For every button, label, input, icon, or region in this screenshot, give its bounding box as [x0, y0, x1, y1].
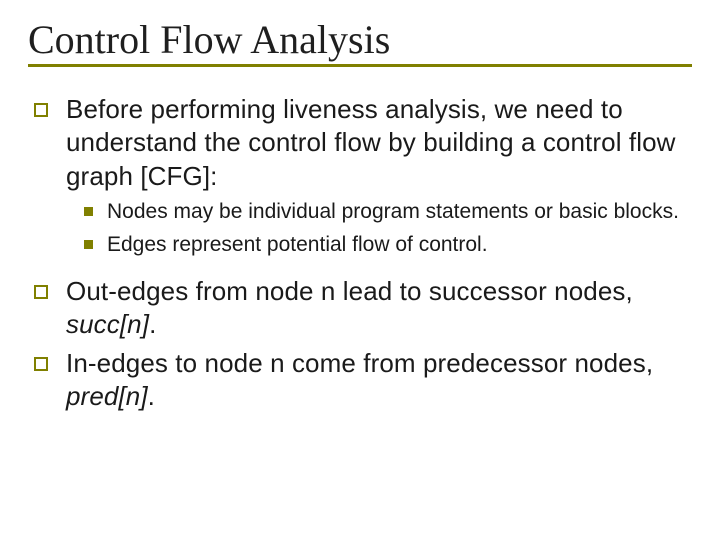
bullet-text: In-edges to node n come from predecessor…	[66, 347, 692, 414]
slide-title: Control Flow Analysis	[28, 18, 692, 62]
hollow-square-icon	[34, 357, 48, 371]
text-run: In-edges to node n come from predecessor…	[66, 348, 653, 378]
hollow-square-icon	[34, 285, 48, 299]
filled-square-icon	[84, 240, 93, 249]
text-run: Out-edges from node n lead to successor …	[66, 276, 633, 306]
hollow-square-icon	[34, 103, 48, 117]
text-run-italic: succ[n]	[66, 309, 149, 339]
filled-square-icon	[84, 207, 93, 216]
bullet-level1: Before performing liveness analysis, we …	[28, 93, 692, 193]
bullet-text: Out-edges from node n lead to successor …	[66, 275, 692, 342]
bullet-level2: Nodes may be individual program statemen…	[28, 199, 692, 226]
text-run-italic: pred[n]	[66, 381, 148, 411]
slide: Control Flow Analysis Before performing …	[0, 0, 720, 540]
bullet-level1: In-edges to node n come from predecessor…	[28, 347, 692, 414]
title-underline	[28, 64, 692, 67]
spacer	[28, 265, 692, 275]
bullet-text: Edges represent potential flow of contro…	[107, 232, 488, 259]
text-run: .	[148, 381, 155, 411]
text-run: .	[149, 309, 156, 339]
bullet-text: Before performing liveness analysis, we …	[66, 93, 692, 193]
bullet-level1: Out-edges from node n lead to successor …	[28, 275, 692, 342]
bullet-level2: Edges represent potential flow of contro…	[28, 232, 692, 259]
bullet-text: Nodes may be individual program statemen…	[107, 199, 679, 226]
